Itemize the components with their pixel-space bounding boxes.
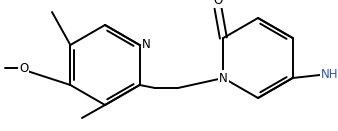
Text: N: N [219, 72, 228, 84]
Text: O: O [19, 61, 28, 75]
Text: N: N [142, 39, 150, 51]
Text: NH₂: NH₂ [321, 69, 338, 81]
Text: O: O [213, 0, 223, 7]
